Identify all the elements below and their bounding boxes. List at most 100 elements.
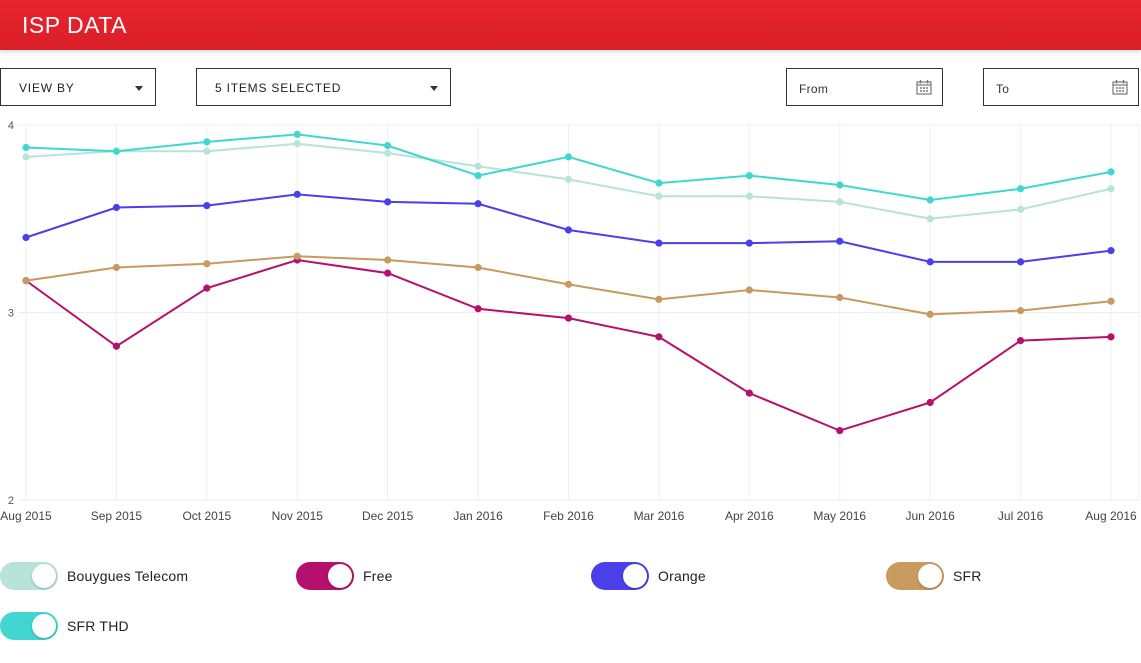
x-tick-label: Dec 2015: [362, 509, 414, 523]
data-point-sfr: [293, 252, 301, 260]
to-date-field[interactable]: To: [983, 68, 1139, 106]
x-tick-label: Feb 2016: [543, 509, 594, 523]
data-point-free: [564, 314, 573, 322]
data-point-free: [745, 389, 753, 397]
toggle-switch[interactable]: [591, 562, 649, 590]
data-point-bouygues-telecom: [1016, 205, 1025, 213]
data-point-orange: [22, 233, 30, 242]
caret-down-icon: [430, 86, 438, 91]
data-point-free: [655, 333, 663, 341]
calendar-icon: [1112, 80, 1128, 95]
data-point-bouygues-telecom: [203, 147, 211, 155]
data-point-bouygues-telecom: [564, 175, 573, 183]
data-point-sfr-thd: [564, 153, 573, 161]
data-point-sfr: [564, 280, 573, 288]
from-date-field[interactable]: From: [786, 68, 943, 106]
data-point-bouygues-telecom: [836, 198, 844, 206]
x-tick-label: Nov 2015: [272, 509, 324, 523]
data-point-sfr-thd: [1107, 168, 1115, 176]
data-point-sfr: [745, 286, 753, 294]
items-selected-dropdown[interactable]: 5 ITEMS SELECTED: [196, 68, 451, 106]
data-point-sfr-thd: [22, 143, 30, 152]
toggle-knob: [32, 564, 56, 588]
data-point-sfr-thd: [384, 142, 392, 150]
data-point-sfr-thd: [112, 147, 121, 155]
data-point-sfr-thd: [203, 138, 211, 146]
toggle-switch[interactable]: [886, 562, 944, 590]
app-header: ISP DATA: [0, 0, 1141, 50]
data-point-free: [474, 305, 482, 313]
x-tick-label: May 2016: [813, 509, 866, 523]
caret-down-icon: [135, 86, 143, 91]
x-tick-label: Jan 2016: [453, 509, 503, 523]
data-point-free: [1016, 337, 1025, 345]
data-point-sfr: [474, 263, 482, 272]
data-point-orange: [745, 239, 753, 247]
data-point-sfr: [926, 310, 934, 318]
data-point-orange: [112, 203, 121, 212]
toggle-switch[interactable]: [0, 562, 58, 590]
x-tick-label: Sep 2015: [91, 509, 143, 523]
data-point-sfr: [203, 260, 211, 268]
line-chart: 4 3 2 Aug 2015 Sep 2015 Oct 2015 Nov 2015 Dec 2…: [0, 120, 1140, 523]
legend-label: Free: [363, 568, 393, 584]
data-point-sfr-thd: [1016, 185, 1025, 193]
legend-label: SFR THD: [67, 618, 129, 634]
data-point-sfr: [1107, 297, 1115, 305]
x-tick-label: Oct 2015: [182, 509, 231, 523]
view-by-dropdown[interactable]: VIEW BY: [0, 68, 156, 106]
data-point-bouygues-telecom: [474, 162, 482, 170]
data-point-bouygues-telecom: [745, 192, 753, 200]
data-point-bouygues-telecom: [926, 215, 934, 223]
data-point-bouygues-telecom: [1107, 185, 1115, 193]
data-point-orange: [1016, 258, 1025, 266]
data-point-orange: [836, 237, 844, 245]
data-point-sfr: [112, 263, 121, 272]
y-tick-label: 3: [8, 308, 14, 320]
toggle-knob: [32, 614, 56, 638]
data-point-sfr-thd: [836, 181, 844, 189]
data-point-sfr-thd: [926, 196, 934, 204]
data-point-orange: [926, 258, 934, 266]
data-point-orange: [564, 226, 573, 234]
data-point-sfr: [836, 293, 844, 302]
x-tick-label: Jun 2016: [905, 509, 955, 523]
data-point-free: [836, 427, 844, 435]
data-point-bouygues-telecom: [22, 153, 30, 161]
data-point-orange: [384, 198, 392, 206]
data-point-sfr: [655, 295, 663, 303]
calendar-icon: [916, 80, 932, 95]
data-point-sfr-thd: [293, 130, 301, 138]
x-tick-label: Mar 2016: [634, 509, 685, 523]
legend-label: Bouygues Telecom: [67, 568, 189, 584]
legend-label: SFR: [953, 568, 982, 584]
toggle-knob: [328, 564, 352, 588]
x-tick-label: Aug 2015: [0, 509, 52, 523]
data-point-orange: [474, 200, 482, 208]
data-point-free: [203, 284, 211, 292]
view-by-label: VIEW BY: [19, 81, 75, 95]
y-tick-label: 4: [8, 120, 14, 132]
data-point-orange: [203, 202, 211, 210]
x-tick-label: Aug 2016: [1085, 509, 1137, 523]
data-point-orange: [655, 239, 663, 247]
toggle-knob: [623, 564, 647, 588]
toggle-knob: [918, 564, 942, 588]
toggle-switch[interactable]: [296, 562, 354, 590]
toggle-switch[interactable]: [0, 612, 58, 640]
data-point-sfr-thd: [474, 172, 482, 180]
items-selected-label: 5 ITEMS SELECTED: [215, 81, 342, 95]
data-point-bouygues-telecom: [293, 140, 301, 148]
data-point-sfr: [384, 256, 392, 264]
data-point-sfr: [1016, 307, 1025, 315]
from-placeholder: From: [799, 82, 829, 96]
data-point-sfr-thd: [655, 179, 663, 187]
to-placeholder: To: [996, 82, 1010, 96]
data-point-free: [112, 342, 121, 350]
x-tick-label: Jul 2016: [998, 509, 1044, 523]
data-point-bouygues-telecom: [384, 149, 392, 157]
data-point-free: [1107, 333, 1115, 341]
data-point-orange: [1107, 247, 1115, 255]
x-tick-label: Apr 2016: [725, 509, 774, 523]
legend-label: Orange: [658, 568, 706, 584]
